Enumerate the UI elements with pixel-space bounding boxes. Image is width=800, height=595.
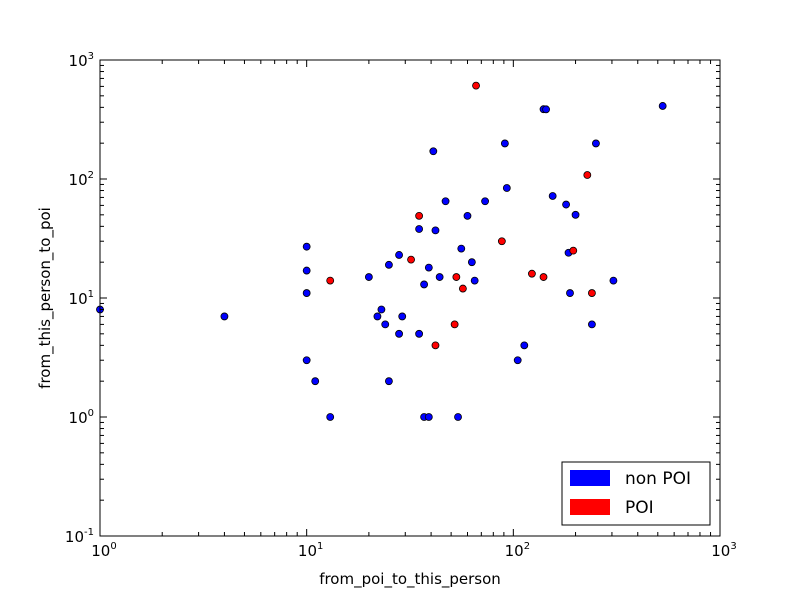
point-non-poi-35 [513,356,522,365]
x-axis-label: from_poi_to_this_person [319,570,501,589]
point-non-poi-42 [566,289,574,297]
point-non-poi-19 [420,280,429,289]
point-non-poi-32 [481,197,489,206]
point-non-poi-1 [220,312,229,321]
point-non-poi-31 [454,413,462,421]
point-non-poi-36 [520,341,529,350]
point-poi-7 [472,81,480,90]
plot-frame [99,59,721,537]
point-non-poi-8 [364,273,373,281]
point-non-poi-4 [302,289,311,297]
point-non-poi-39 [548,192,557,200]
point-non-poi-38 [542,105,550,114]
y-tick-label: 10-1 [65,527,94,546]
point-poi-5 [452,273,461,281]
point-non-poi-28 [463,211,472,220]
point-non-poi-25 [435,273,444,281]
point-non-poi-45 [592,139,600,148]
point-non-poi-17 [415,225,424,233]
x-tick-label: 100 [91,541,116,560]
point-poi-10 [539,273,548,281]
x-tick-label: 101 [298,541,323,560]
point-poi-1 [407,255,415,264]
x-tick-label: 103 [711,541,736,560]
point-poi-4 [450,320,459,329]
point-non-poi-47 [658,102,667,110]
point-poi-2 [415,211,424,220]
point-non-poi-44 [588,320,596,329]
point-non-poi-40 [562,200,570,209]
y-tick-label: 102 [69,170,94,189]
point-poi-3 [431,341,440,350]
y-tick-label: 100 [69,408,94,427]
legend-swatch-poi [570,499,610,515]
point-non-poi-21 [424,263,433,272]
point-non-poi-30 [470,276,479,285]
point-poi-9 [528,269,536,278]
points-layer [96,81,667,421]
point-non-poi-18 [415,329,424,338]
point-non-poi-5 [302,356,311,365]
legend-label-non-poi: non POI [625,469,691,489]
legend-label-poi: POI [625,498,654,518]
y-axis-label: from_this_person_to_poi [36,207,55,389]
point-non-poi-10 [377,305,386,314]
point-poi-0 [326,276,335,285]
point-non-poi-33 [500,139,509,148]
point-poi-6 [458,284,467,293]
y-tick-label: 103 [69,51,94,70]
point-non-poi-13 [385,377,393,386]
point-non-poi-22 [424,413,433,421]
point-poi-8 [497,237,506,246]
point-non-poi-3 [302,266,311,275]
point-non-poi-11 [381,320,390,329]
point-non-poi-23 [429,147,438,156]
point-non-poi-27 [457,244,466,253]
point-poi-11 [569,246,578,255]
point-non-poi-26 [441,197,450,206]
point-non-poi-15 [395,329,403,338]
point-non-poi-16 [398,312,407,321]
point-non-poi-7 [326,413,335,421]
point-non-poi-2 [302,242,311,251]
x-tick-label: 102 [505,541,530,560]
point-poi-12 [583,171,592,179]
point-non-poi-29 [467,258,476,267]
point-non-poi-43 [571,210,580,219]
legend: non POI POI [561,461,711,526]
point-non-poi-12 [385,260,393,269]
y-tick-label: 101 [69,289,94,308]
point-non-poi-14 [395,251,403,259]
point-poi-13 [588,289,596,297]
point-non-poi-9 [373,312,382,321]
point-non-poi-34 [502,184,511,192]
point-non-poi-6 [311,377,320,386]
point-non-poi-46 [609,276,618,285]
legend-swatch-non-poi [570,470,610,486]
plot-area [100,60,720,536]
point-non-poi-24 [431,226,440,235]
